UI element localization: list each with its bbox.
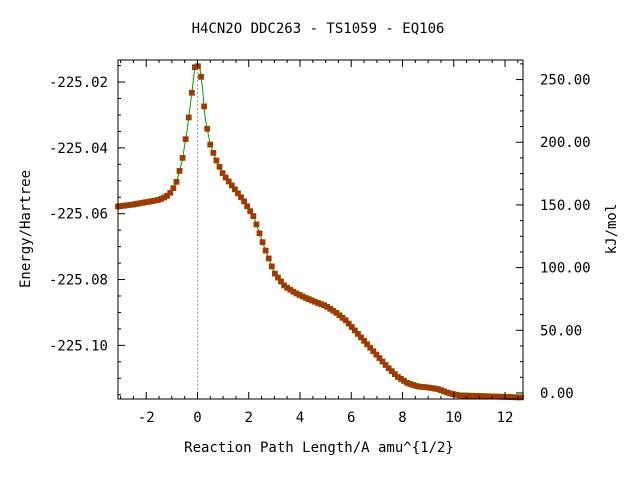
data-point	[385, 365, 392, 372]
data-point	[176, 168, 183, 174]
data-point	[262, 247, 269, 254]
data-point	[195, 63, 201, 70]
y2-tick-label: 250.00	[540, 73, 591, 89]
plot-frame	[117, 59, 524, 400]
y2-tick-label: 50.00	[540, 323, 582, 339]
data-point	[225, 178, 232, 185]
data-point	[342, 317, 349, 324]
data-point	[259, 239, 266, 246]
x-tick-label: 10	[445, 410, 462, 426]
y-axis-label: Energy/Hartree	[18, 170, 34, 288]
data-point	[348, 324, 355, 330]
marker-group	[115, 63, 524, 401]
data-point	[222, 174, 229, 181]
data-point	[250, 213, 257, 220]
data-point	[247, 208, 254, 215]
data-point	[379, 358, 386, 365]
data-point	[185, 114, 192, 121]
series-group	[117, 64, 523, 398]
data-point	[265, 255, 272, 262]
x-tick-label: 6	[347, 410, 355, 426]
data-point	[228, 182, 235, 189]
data-point	[376, 355, 383, 362]
data-point	[179, 155, 186, 161]
y-tick-label: -225.04	[49, 141, 108, 157]
data-point	[275, 274, 281, 281]
data-point	[388, 368, 395, 375]
data-point	[210, 149, 217, 156]
data-point	[355, 331, 361, 337]
data-point	[367, 344, 374, 351]
data-point	[256, 230, 263, 237]
data-point	[370, 348, 377, 355]
data-point	[182, 136, 189, 143]
x-tick-label: 2	[245, 410, 253, 426]
x-tick-label: 0	[193, 410, 201, 426]
chart-title: H4CN2O DDC263 - TS1059 - EQ106	[192, 21, 445, 37]
data-point	[164, 192, 171, 199]
data-point	[268, 263, 275, 270]
y2-tick-label: 0.00	[540, 386, 574, 402]
data-point	[351, 327, 358, 334]
x-tick-label: 4	[296, 410, 304, 426]
axis-group: -2 0 2 4 6 8 10 12 -225.02 -225.04 -225.06 -225.08 -…	[49, 59, 591, 426]
data-point	[364, 341, 371, 348]
data-point	[241, 198, 248, 205]
data-point	[216, 163, 223, 170]
y2-tick-label: 150.00	[540, 198, 591, 214]
data-point	[173, 178, 180, 185]
data-point	[235, 190, 241, 197]
data-point	[170, 185, 177, 192]
data-point	[253, 221, 260, 228]
data-point	[238, 194, 244, 201]
y-tick-label: -225.02	[49, 75, 108, 91]
x-tick-label: -2	[138, 410, 155, 426]
data-point	[382, 362, 389, 368]
data-point	[207, 141, 214, 148]
data-point	[373, 351, 380, 358]
y2-tick-label: 200.00	[540, 135, 591, 151]
data-point	[345, 320, 352, 327]
y-tick-label: -225.06	[49, 207, 108, 223]
data-point	[198, 73, 204, 80]
x-axis-label: Reaction Path Length/A amu^{1/2}	[184, 440, 454, 456]
data-point	[231, 186, 238, 193]
series-line	[117, 64, 523, 398]
data-point	[358, 334, 364, 341]
data-point	[271, 270, 278, 277]
y2-tick-label: 100.00	[540, 261, 591, 277]
data-point	[188, 89, 195, 96]
data-point	[201, 103, 208, 110]
data-point	[204, 125, 211, 132]
data-point	[244, 203, 251, 210]
y-tick-label: -225.08	[49, 273, 108, 289]
data-point	[167, 189, 174, 196]
x-tick-label: 12	[497, 410, 514, 426]
data-point	[278, 278, 284, 285]
y-tick-label: -225.10	[49, 338, 108, 354]
data-point	[219, 170, 226, 177]
data-point	[213, 157, 220, 164]
data-point	[361, 337, 367, 344]
y2-axis-label: kJ/mol	[604, 204, 620, 255]
x-tick-label: 8	[398, 410, 406, 426]
